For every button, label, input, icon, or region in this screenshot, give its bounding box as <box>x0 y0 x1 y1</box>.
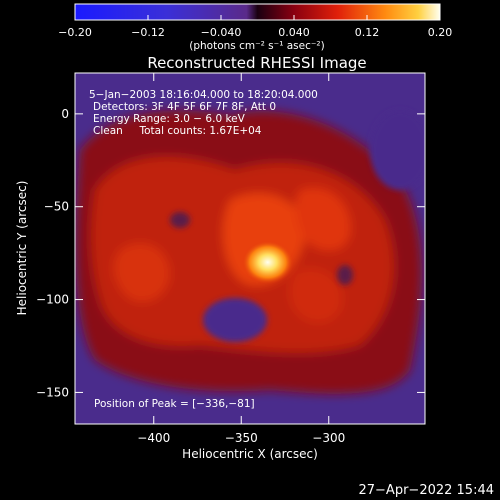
dark-hole-3 <box>337 265 353 285</box>
colorbar-tick-label: 0.040 <box>278 26 310 39</box>
peak-position-label: Position of Peak = [−336,−81] <box>94 398 255 410</box>
dark-hole-2 <box>170 212 190 228</box>
annotation-time-range: 5−Jan−2003 18:16:04.000 to 18:20:04.000 <box>89 89 318 101</box>
y-axis-label: Heliocentric Y (arcsec) <box>15 181 29 316</box>
colorbar-tick-label: 0.12 <box>355 26 380 39</box>
colorbar-ticks: −0.20 −0.12 −0.040 0.040 0.12 0.20 <box>58 15 452 39</box>
chart-title: Reconstructed RHESSI Image <box>147 54 366 72</box>
x-axis-label: Heliocentric X (arcsec) <box>182 447 318 461</box>
x-tick-label: −350 <box>225 431 258 445</box>
colorbar-tick-label: −0.040 <box>201 26 242 39</box>
plot-frame <box>74 72 426 425</box>
colorbar-tick-label: −0.20 <box>58 26 92 39</box>
x-tick-label: −300 <box>312 431 345 445</box>
emission-hot-2 <box>295 187 351 251</box>
dark-hole-4 <box>370 110 425 190</box>
dark-hole-1 <box>203 298 267 342</box>
peak-emission <box>241 240 294 285</box>
y-tick-label: 0 <box>61 107 69 121</box>
timestamp: 27−Apr−2022 15:44 <box>359 483 495 498</box>
annotation-detectors: Detectors: 3F 4F 5F 6F 7F 8F, Att 0 <box>93 101 276 113</box>
colorbar-tick-label: −0.12 <box>131 26 165 39</box>
x-tick-label: −400 <box>137 431 170 445</box>
colorbar <box>74 3 441 21</box>
emission-hot-3 <box>113 243 170 303</box>
y-tick-label: −100 <box>36 293 69 307</box>
dark-holes <box>170 110 425 342</box>
annotation-clean-counts: Clean Total counts: 1.67E+04 <box>93 125 262 137</box>
annotation-energy-range: Energy Range: 3.0 − 6.0 keV <box>93 113 246 125</box>
y-axis-ticks: 0 −50 −100 −150 <box>36 107 425 399</box>
x-axis-ticks: −400 −350 −300 <box>137 73 345 445</box>
colorbar-tick-label: 0.20 <box>428 26 453 39</box>
colorbar-unit-label: (photons cm⁻² s⁻¹ asec⁻²) <box>189 40 324 52</box>
emission-hot-4 <box>289 268 343 323</box>
y-tick-label: −150 <box>36 385 69 399</box>
y-tick-label: −50 <box>44 200 69 214</box>
emission-region <box>75 110 422 394</box>
heatmap-image <box>75 73 425 424</box>
